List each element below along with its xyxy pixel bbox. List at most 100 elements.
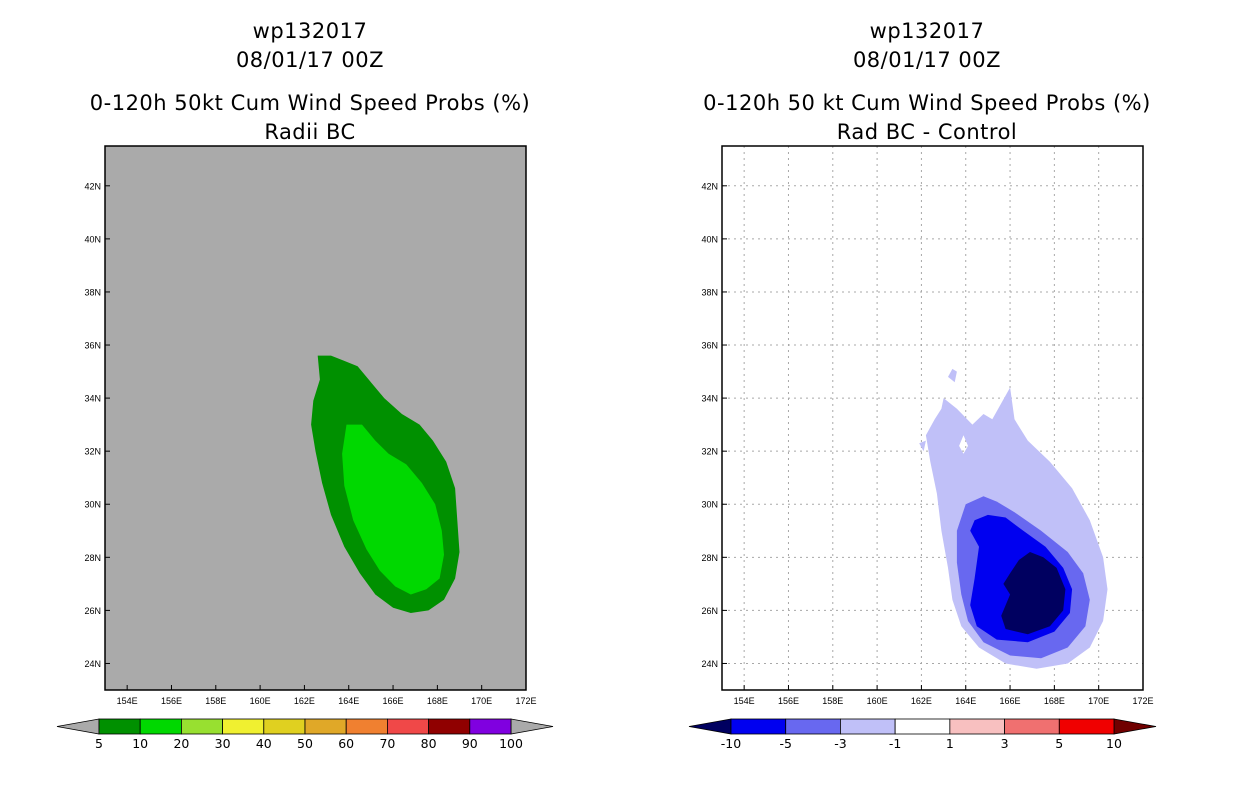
left-contour-1 [342, 424, 444, 595]
right-colorbar-swatch-3 [894, 718, 951, 735]
right-y-tick-label-8: 40N [701, 234, 718, 244]
left-title-subtitle: Radii BC [264, 120, 355, 144]
right-title-storm-id: wp132017 [870, 19, 985, 43]
right-contour-2 [948, 368, 957, 383]
right-x-tick-label-9: 172E [1132, 696, 1153, 706]
right-x-tick-label-0: 154E [734, 696, 755, 706]
right-x-tick-label-7: 168E [1044, 696, 1065, 706]
left-colorbar-label-3: 30 [215, 736, 231, 751]
right-y-tick-label-2: 28N [701, 553, 718, 563]
left-colorbar-label-6: 60 [338, 736, 354, 751]
right-y-tick-label-1: 26N [701, 606, 718, 616]
right-colorbar-swatch-0 [730, 718, 787, 735]
left-panel-titles: wp132017 08/01/17 00Z 0-120h 50kt Cum Wi… [90, 19, 530, 144]
right-colorbar-label-2: -3 [834, 736, 846, 751]
left-y-tick-label-4: 32N [84, 447, 101, 457]
left-y-tick-label-8: 40N [84, 234, 101, 244]
left-y-tick-label-7: 38N [84, 287, 101, 297]
left-y-tick-label-3: 30N [84, 500, 101, 510]
right-y-tick-label-3: 30N [701, 500, 718, 510]
right-x-axis: 154E 156E 158E 160E 162E 164E 166E 168E 170E 172E [734, 685, 1154, 706]
left-colorbar-swatch-2 [180, 718, 223, 735]
right-colorbar-label-0: -10 [721, 736, 741, 751]
right-contour-5 [1001, 552, 1066, 635]
right-colorbar-extend-low [688, 718, 732, 735]
left-colorbar-label-8: 80 [421, 736, 437, 751]
right-colorbar-swatch-2 [840, 718, 896, 735]
left-y-tick-label-0: 24N [84, 659, 101, 669]
left-y-tick-label-2: 28N [84, 553, 101, 563]
left-x-tick-label-7: 168E [427, 696, 448, 706]
left-x-tick-label-8: 170E [471, 696, 492, 706]
left-colorbar-label-1: 10 [132, 736, 148, 751]
left-x-tick-label-1: 156E [161, 696, 182, 706]
right-x-tick-label-5: 164E [955, 696, 976, 706]
right-y-axis: 24N 26N 28N 30N 32N 34N 36N 38N 40N 42N [701, 181, 727, 669]
right-colorbar-extend-high [1113, 718, 1157, 735]
right-title-date: 08/01/17 00Z [853, 48, 1001, 72]
right-colorbar-label-1: -5 [779, 736, 791, 751]
right-colorbar-label-5: 3 [1001, 736, 1009, 751]
left-colorbar-label-10: 100 [499, 736, 523, 751]
left-contours [311, 355, 460, 613]
right-y-tick-label-7: 38N [701, 287, 718, 297]
right-colorbar-label-7: 10 [1106, 736, 1122, 751]
left-colorbar-swatch-0 [98, 718, 141, 735]
left-colorbar-extend-low [56, 718, 100, 735]
left-colorbar-swatch-5 [304, 718, 347, 735]
left-colorbar-swatch-7 [386, 718, 429, 735]
left-y-axis: 24N 26N 28N 30N 32N 34N 36N 38N 40N 42N [84, 181, 110, 669]
right-y-tick-label-5: 34N [701, 394, 718, 404]
right-colorbar-swatch-4 [949, 718, 1005, 735]
right-x-tick-label-1: 156E [778, 696, 799, 706]
left-x-tick-label-3: 160E [250, 696, 271, 706]
left-y-tick-label-1: 26N [84, 606, 101, 616]
left-map-panel: 154E 156E 158E 160E 162E 164E 166E 168E 170E 172E… [84, 145, 537, 706]
right-x-tick-label-8: 170E [1088, 696, 1109, 706]
left-title-date: 08/01/17 00Z [236, 48, 384, 72]
left-colorbar-label-2: 20 [173, 736, 189, 751]
left-colorbar-label-4: 40 [256, 736, 272, 751]
right-contour-1 [919, 440, 926, 452]
left-colorbar-swatch-8 [428, 718, 471, 735]
right-colorbar-swatch-5 [1004, 718, 1060, 735]
left-colorbar-swatch-3 [222, 718, 265, 735]
right-colorbar: -10 -5 -3 -1 1 3 5 10 [688, 718, 1157, 751]
right-colorbar-label-4: 1 [946, 736, 954, 751]
right-map-panel: 154E 156E 158E 160E 162E 164E 166E 168E 170E 172E… [701, 145, 1154, 706]
right-y-tick-label-4: 32N [701, 447, 718, 457]
left-x-tick-label-4: 162E [294, 696, 315, 706]
right-x-tick-label-3: 160E [867, 696, 888, 706]
left-x-tick-label-6: 166E [383, 696, 404, 706]
right-x-tick-label-4: 162E [911, 696, 932, 706]
left-title-storm-id: wp132017 [253, 19, 368, 43]
left-colorbar-extend-high [510, 718, 554, 735]
left-x-tick-label-5: 164E [338, 696, 359, 706]
left-colorbar-swatch-4 [263, 718, 306, 735]
left-x-tick-label-0: 154E [117, 696, 138, 706]
left-colorbar-swatch-6 [345, 718, 388, 735]
right-contours [919, 368, 1108, 669]
right-y-tick-label-0: 24N [701, 659, 718, 669]
left-map-frame [104, 145, 527, 691]
left-colorbar-label-7: 70 [379, 736, 395, 751]
right-x-tick-label-2: 158E [822, 696, 843, 706]
left-colorbar: 5 10 20 30 40 50 60 70 80 90 100 [56, 718, 554, 751]
left-colorbar-swatch-9 [469, 718, 512, 735]
left-y-tick-label-6: 36N [84, 341, 101, 351]
right-colorbar-swatch-6 [1058, 718, 1115, 735]
left-y-tick-label-5: 34N [84, 394, 101, 404]
right-colorbar-label-6: 5 [1055, 736, 1063, 751]
left-title-product: 0-120h 50kt Cum Wind Speed Probs (%) [90, 91, 530, 115]
left-colorbar-label-0: 5 [95, 736, 103, 751]
left-x-tick-label-9: 172E [515, 696, 536, 706]
right-colorbar-label-3: -1 [889, 736, 901, 751]
right-title-product: 0-120h 50 kt Cum Wind Speed Probs (%) [703, 91, 1151, 115]
left-x-axis: 154E 156E 158E 160E 162E 164E 166E 168E 170E 172E [117, 685, 537, 706]
right-colorbar-swatch-1 [785, 718, 841, 735]
left-colorbar-swatch-1 [139, 718, 182, 735]
left-y-tick-label-9: 42N [84, 181, 101, 191]
right-map-frame [721, 145, 1144, 691]
right-y-tick-label-6: 36N [701, 341, 718, 351]
